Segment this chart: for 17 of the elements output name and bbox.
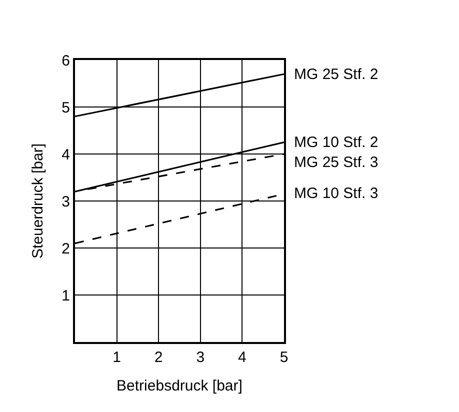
y-tick-label: 4 bbox=[62, 146, 70, 164]
series-label: MG 25 Stf. 3 bbox=[294, 154, 378, 171]
x-tick-label: 4 bbox=[238, 349, 246, 366]
y-tick-label: 1 bbox=[62, 287, 70, 304]
x-axis-title: Betriebsdruck [bar] bbox=[116, 378, 242, 394]
series-label: MG 10 Stf. 3 bbox=[294, 185, 378, 202]
y-tick-label: 5 bbox=[62, 99, 70, 116]
y-tick-label: 3 bbox=[62, 193, 70, 210]
series-label: MG 10 Stf. 2 bbox=[294, 134, 378, 151]
y-tick-label: 6 bbox=[62, 52, 70, 70]
y-tick-label: 2 bbox=[62, 240, 70, 258]
y-axis-title: Steuerdruck [bar] bbox=[29, 143, 46, 259]
x-tick-label: 3 bbox=[196, 349, 205, 366]
x-tick-label: 2 bbox=[154, 349, 163, 366]
x-tick-label: 1 bbox=[112, 349, 121, 366]
series-label: MG 25 Stf. 2 bbox=[294, 66, 378, 83]
x-tick-label: 5 bbox=[280, 349, 288, 366]
